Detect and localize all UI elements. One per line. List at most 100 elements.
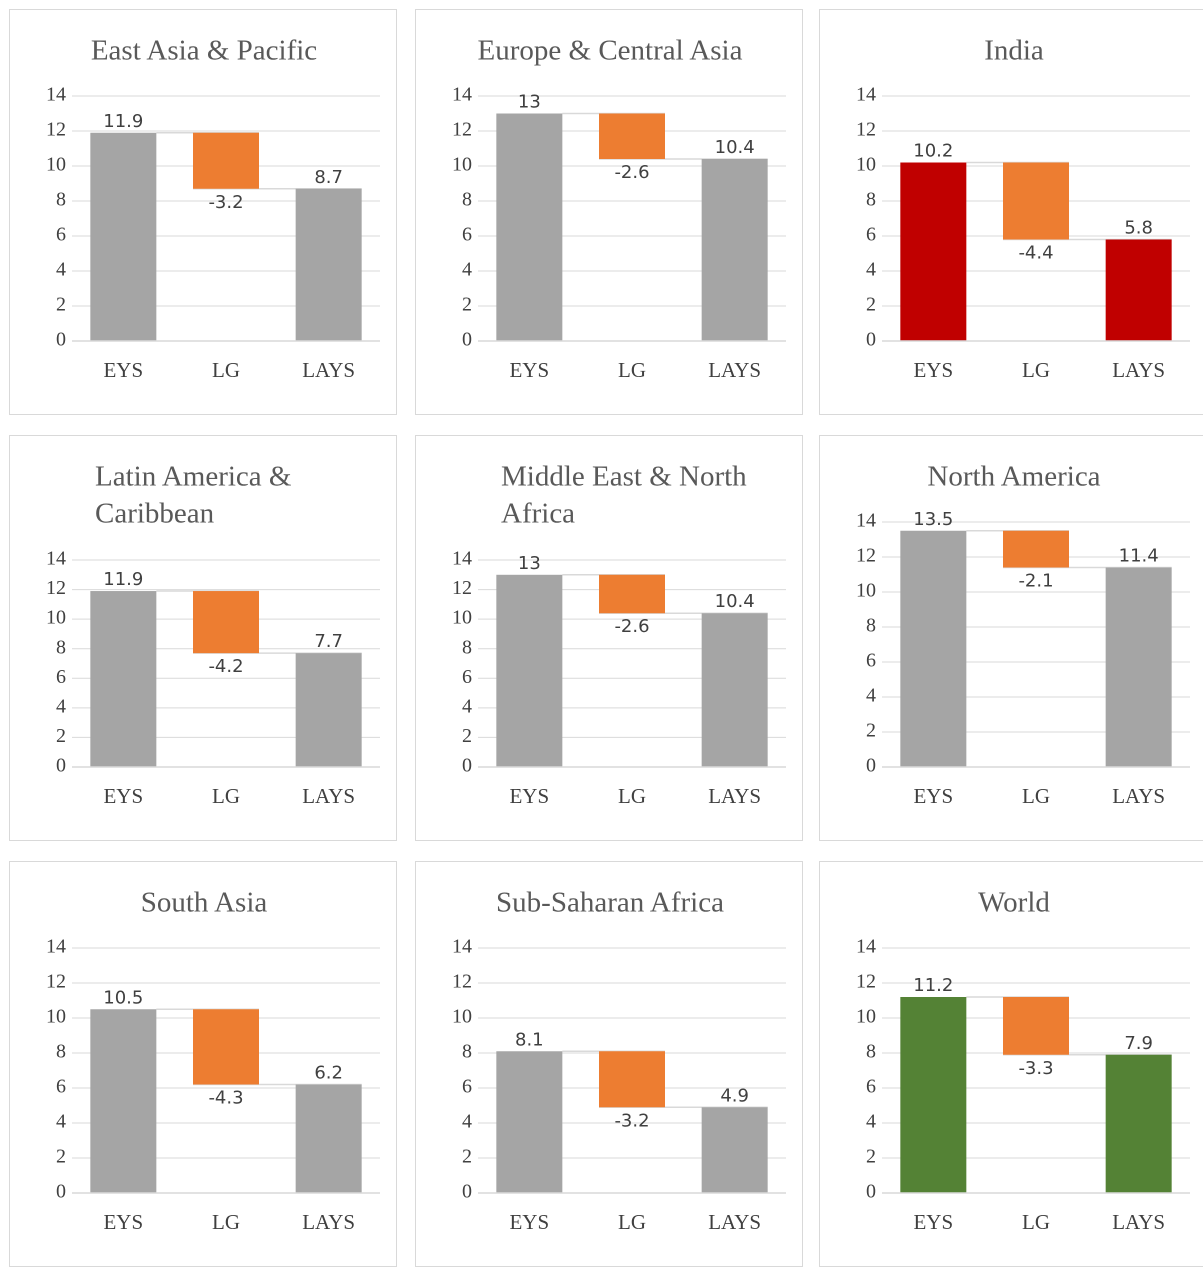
data-label: 10.2: [913, 141, 953, 162]
total-bar: [496, 574, 563, 767]
total-bar: [900, 530, 967, 767]
chart-title: Europe & Central Asia: [478, 35, 743, 67]
data-label: -3.2: [614, 1110, 649, 1131]
x-category-label: LAYS: [302, 358, 355, 382]
chart-panel: India 0 2 4 6 8 10 12 14 10.2 -4.4 5.8 EYS LG LAYS: [819, 9, 1203, 415]
y-tick-label: 8: [56, 1041, 66, 1063]
y-tick-label: 14: [856, 936, 876, 958]
data-label: -2.6: [614, 162, 649, 183]
y-tick-label: 10: [46, 607, 66, 629]
y-tick-label: 14: [46, 84, 66, 106]
y-tick-label: 6: [462, 224, 472, 246]
y-tick-label: 6: [866, 224, 876, 246]
data-label: 11.4: [1119, 546, 1159, 567]
y-tick-label: 4: [462, 259, 472, 281]
y-tick-label: 12: [856, 971, 876, 993]
change-bar: [599, 113, 665, 159]
total-bar: [900, 997, 967, 1193]
data-label: 10.5: [103, 987, 143, 1008]
waterfall-chart: Europe & Central Asia 0 2 4 6 8 10 12 14 13 -2.6 10…: [452, 35, 786, 382]
y-tick-label: 8: [866, 615, 876, 637]
y-tick-label: 10: [46, 1006, 66, 1028]
total-bar: [295, 1084, 362, 1193]
total-bar: [295, 653, 362, 767]
y-tick-label: 0: [462, 755, 472, 777]
y-tick-label: 0: [56, 329, 66, 351]
x-category-label: LAYS: [302, 784, 355, 808]
y-tick-label: 0: [866, 755, 876, 777]
chart-title: Africa: [501, 498, 575, 530]
data-label: -3.3: [1018, 1058, 1053, 1079]
y-tick-label: 4: [56, 695, 66, 717]
x-category-label: LAYS: [1112, 1210, 1165, 1234]
total-bar: [701, 1107, 768, 1193]
y-tick-label: 10: [452, 154, 472, 176]
total-bar: [701, 613, 768, 767]
waterfall-chart: Sub-Saharan Africa 0 2 4 6 8 10 12 14 8.1 -3.2 4.9 E…: [452, 887, 786, 1234]
x-category-label: LG: [212, 358, 240, 382]
chart-panel: Sub-Saharan Africa 0 2 4 6 8 10 12 14 8.1 -3.2 4.9 E…: [415, 861, 803, 1267]
y-tick-label: 10: [856, 580, 876, 602]
x-category-label: LAYS: [1112, 358, 1165, 382]
x-category-label: LAYS: [1112, 784, 1165, 808]
y-tick-label: 2: [56, 1146, 66, 1168]
waterfall-chart: North America 0 2 4 6 8 10 12 14 13.5 -2.1 11.4 EYS L…: [856, 461, 1190, 808]
y-tick-label: 8: [462, 189, 472, 211]
change-bar: [1003, 162, 1069, 240]
x-category-label: LG: [1022, 1210, 1050, 1234]
data-label: 6.2: [314, 1063, 343, 1084]
x-category-label: EYS: [913, 358, 953, 382]
y-tick-label: 2: [866, 294, 876, 316]
y-tick-label: 6: [56, 224, 66, 246]
y-tick-label: 14: [856, 510, 876, 532]
data-label: 11.2: [913, 975, 953, 996]
y-tick-label: 14: [452, 936, 472, 958]
x-category-label: LG: [618, 784, 646, 808]
x-category-label: LAYS: [708, 1210, 761, 1234]
total-bar: [1105, 239, 1172, 341]
chart-title: North America: [927, 461, 1100, 493]
data-label: -2.6: [614, 616, 649, 637]
data-label: 7.9: [1124, 1033, 1153, 1054]
y-tick-label: 4: [56, 259, 66, 281]
x-category-label: LG: [1022, 358, 1050, 382]
y-tick-label: 4: [866, 259, 876, 281]
data-label: 11.9: [103, 111, 143, 132]
data-label: 13: [518, 92, 541, 113]
y-tick-label: 10: [856, 154, 876, 176]
y-tick-label: 12: [452, 119, 472, 141]
chart-title: India: [984, 35, 1044, 67]
y-tick-label: 2: [56, 725, 66, 747]
total-bar: [295, 188, 362, 341]
data-label: -3.2: [208, 192, 243, 213]
x-category-label: LG: [618, 1210, 646, 1234]
chart-panel: North America 0 2 4 6 8 10 12 14 13.5 -2.1 11.4 EYS L…: [819, 435, 1203, 841]
y-tick-label: 14: [452, 84, 472, 106]
y-tick-label: 0: [866, 1181, 876, 1203]
y-tick-label: 0: [56, 1181, 66, 1203]
y-tick-label: 8: [56, 189, 66, 211]
waterfall-chart: Latin America & Caribbean 0 2 4 6 8 10 12 14 11.9 -…: [46, 461, 380, 808]
y-tick-label: 6: [462, 1076, 472, 1098]
x-category-label: EYS: [913, 1210, 953, 1234]
chart-title: Latin America &: [95, 461, 292, 493]
x-category-label: EYS: [103, 1210, 143, 1234]
total-bar: [90, 591, 157, 767]
data-label: 8.1: [515, 1029, 544, 1050]
data-label: 10.4: [715, 137, 755, 158]
data-label: 13: [518, 553, 541, 574]
x-category-label: EYS: [913, 784, 953, 808]
y-tick-label: 8: [462, 1041, 472, 1063]
x-category-label: LAYS: [708, 358, 761, 382]
chart-panel: World 0 2 4 6 8 10 12 14 11.2 -3.3 7.9 EYS LG LAYS: [819, 861, 1203, 1267]
y-tick-label: 4: [56, 1111, 66, 1133]
y-tick-label: 6: [56, 666, 66, 688]
change-bar: [193, 1009, 259, 1085]
chart-title: South Asia: [141, 887, 268, 919]
chart-panel: East Asia & Pacific 0 2 4 6 8 10 12 14 11.9 -3.2 8.…: [9, 9, 397, 415]
change-bar: [599, 574, 665, 614]
change-bar: [599, 1051, 665, 1108]
y-tick-label: 6: [462, 666, 472, 688]
total-bar: [900, 162, 967, 341]
